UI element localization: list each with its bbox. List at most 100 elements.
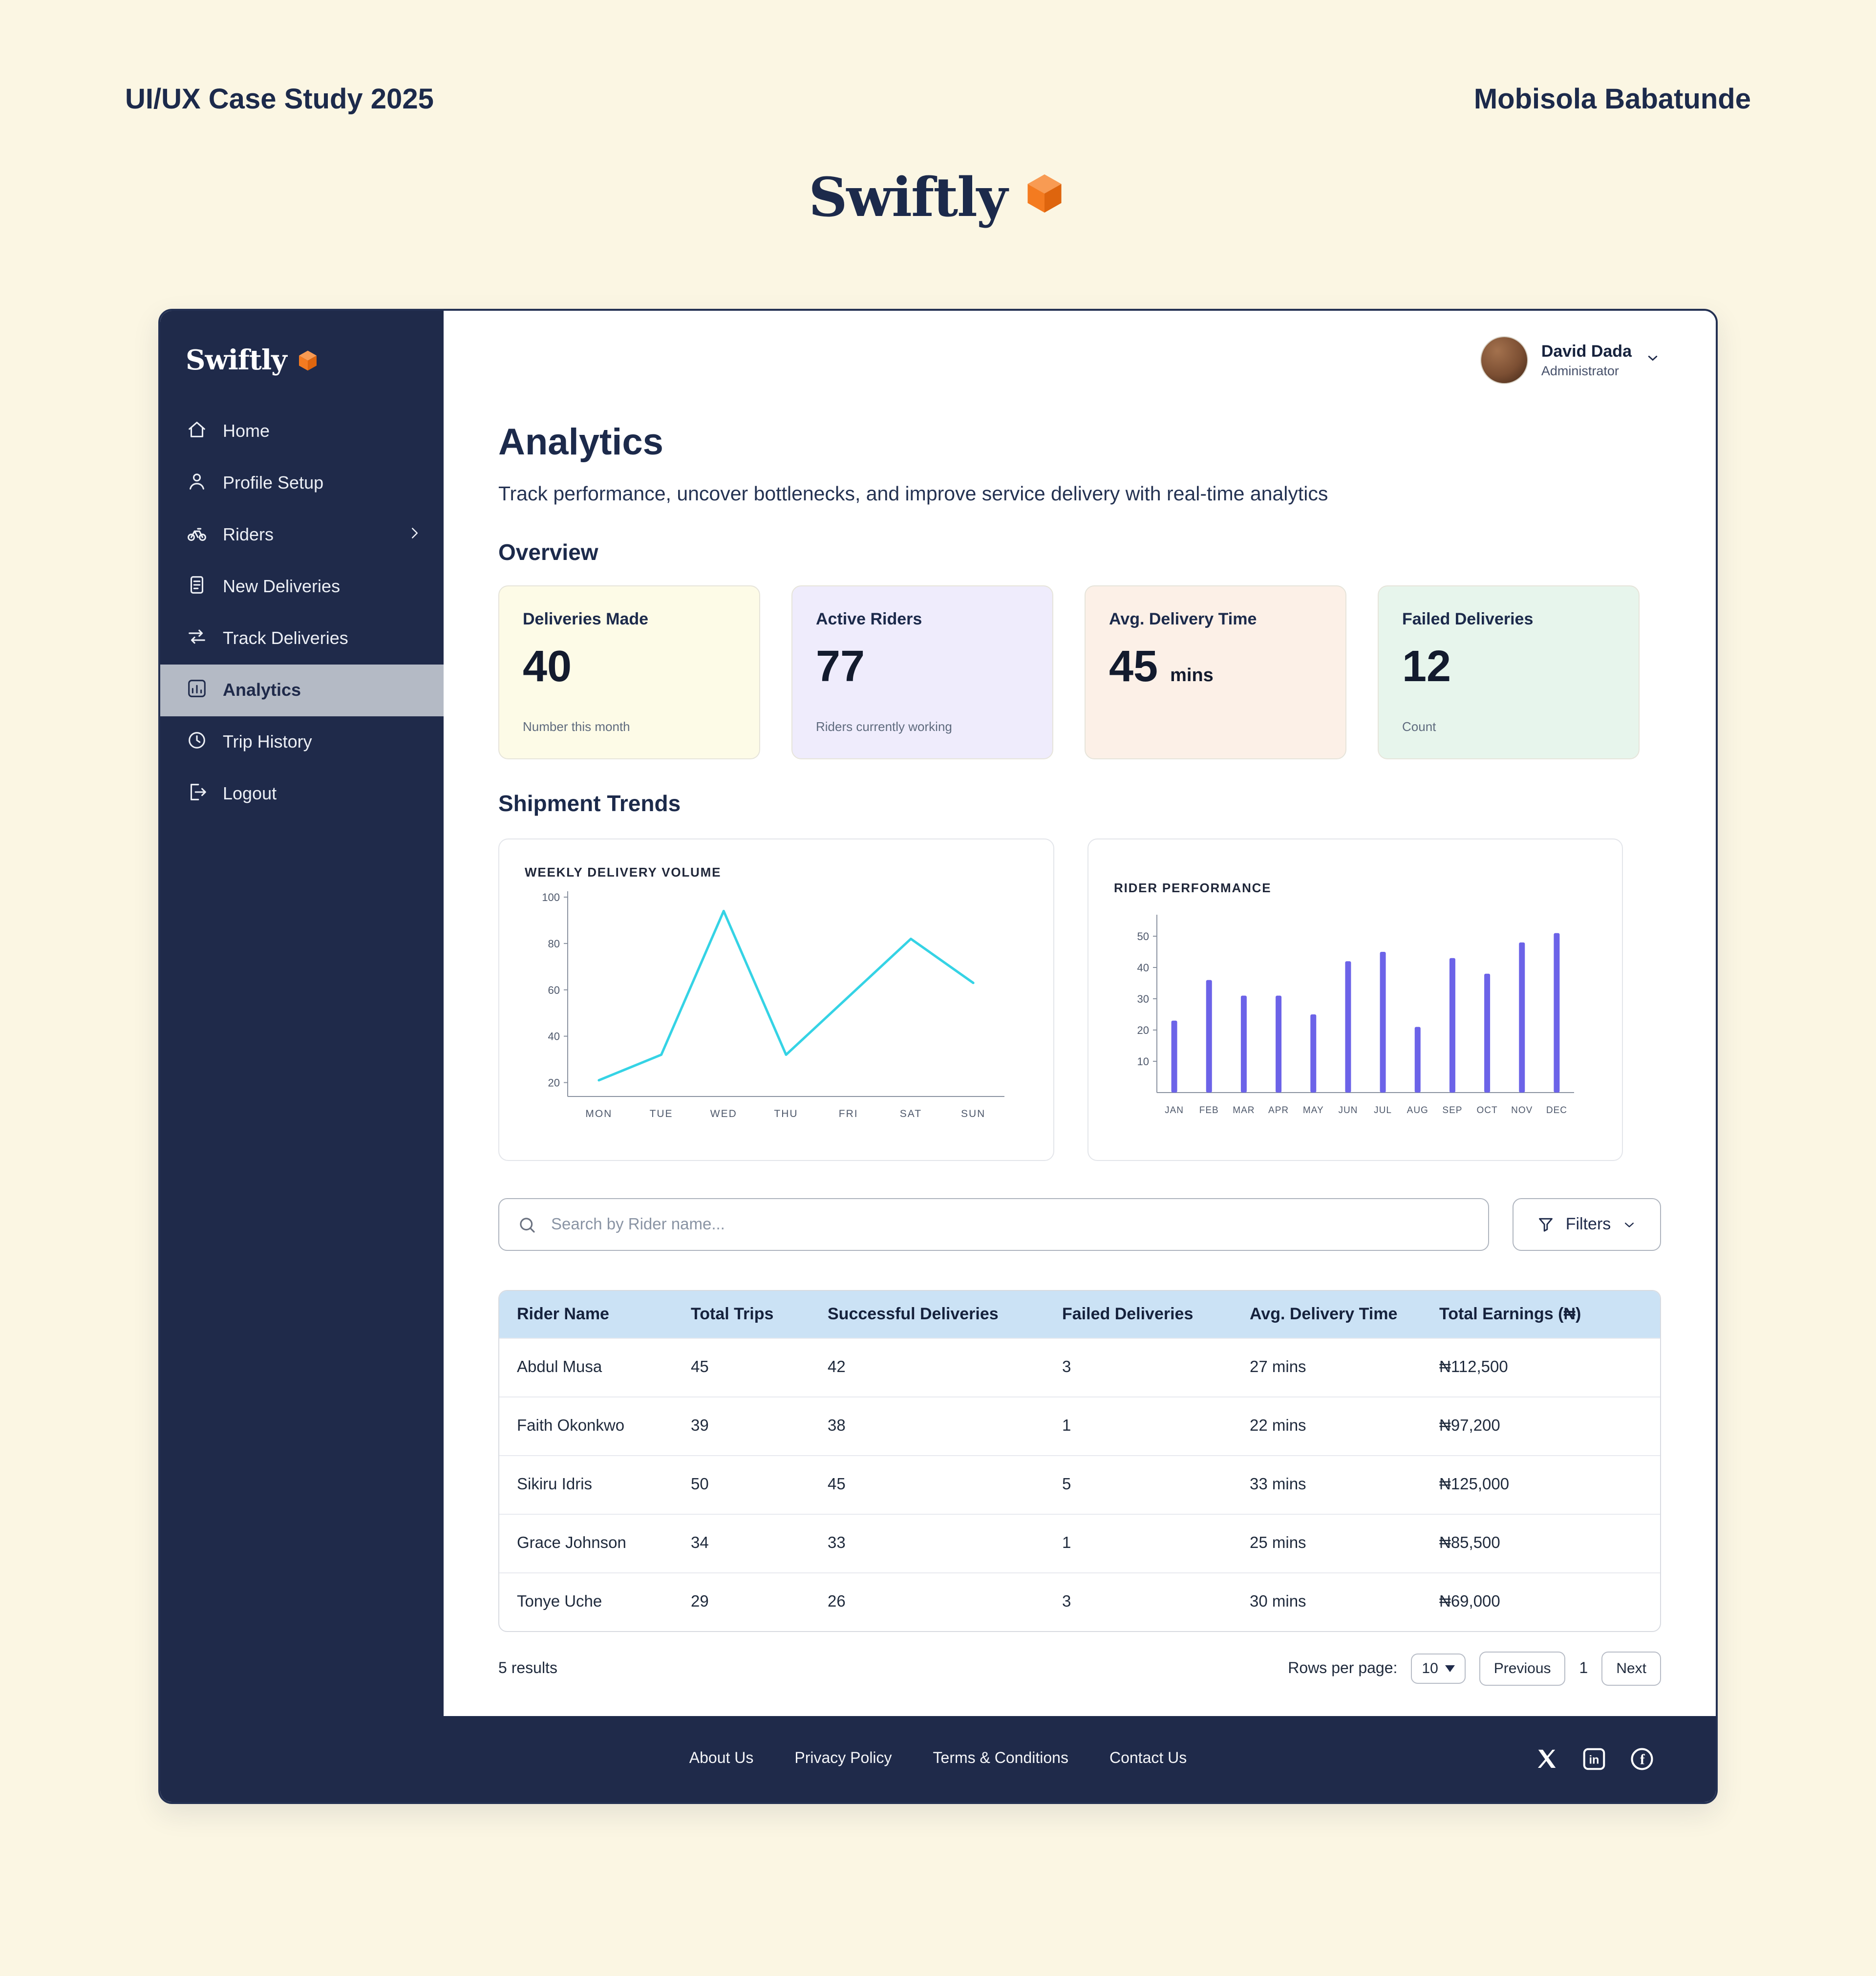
results-count: 5 results [498, 1660, 557, 1677]
user-menu[interactable]: David Dada Administrator [1480, 336, 1661, 384]
stat-card-caption: Count [1402, 719, 1436, 734]
table-cell: 33 [810, 1514, 1045, 1573]
table-cell: 42 [810, 1338, 1045, 1397]
dropdown-triangle-icon [1445, 1665, 1455, 1673]
dashboard-window: Swiftly Home Profile Setup Riders New Deliv… [158, 309, 1718, 1804]
table-cell: ₦85,500 [1422, 1514, 1660, 1573]
svg-text:JUL: JUL [1374, 1105, 1392, 1116]
svg-text:60: 60 [548, 984, 560, 996]
table-row: Faith Okonkwo 39 38 1 22 mins ₦97,200 [499, 1396, 1660, 1456]
table-cell: 33 mins [1232, 1455, 1422, 1515]
x-icon[interactable] [1533, 1746, 1559, 1772]
footer-link-about-us[interactable]: About Us [689, 1750, 754, 1767]
svg-text:TUE: TUE [650, 1108, 673, 1119]
filters-label: Filters [1565, 1215, 1611, 1234]
table-cell: 22 mins [1232, 1396, 1422, 1456]
linkedin-icon[interactable]: in [1581, 1746, 1607, 1772]
sidebar-item-home[interactable]: Home [160, 406, 444, 457]
svg-text:80: 80 [548, 938, 560, 950]
case-study-title: UI/UX Case Study 2025 [125, 84, 434, 115]
previous-button[interactable]: Previous [1479, 1652, 1566, 1686]
table-cell: ₦97,200 [1422, 1396, 1660, 1456]
column-header-rider-name: Rider Name [499, 1291, 673, 1339]
filters-button[interactable]: Filters [1513, 1198, 1661, 1251]
sidebar-item-label: Home [223, 421, 270, 441]
avatar [1480, 336, 1529, 384]
box-icon [1023, 171, 1067, 215]
facebook-icon[interactable]: f [1629, 1746, 1655, 1772]
footer: About Us Privacy Policy Terms & Conditions… [160, 1716, 1716, 1802]
footer-link-contact-us[interactable]: Contact Us [1109, 1750, 1187, 1767]
stat-card-label: Active Riders [816, 610, 922, 629]
home-icon [186, 418, 208, 445]
table-row: Tonye Uche 29 26 3 30 mins ₦69,000 [499, 1572, 1660, 1632]
chart-title: WEEKLY DELIVERY VOLUME [525, 865, 722, 880]
rider-performance-chart-card: RIDER PERFORMANCE 10 20 30 40 50 JAN FEB MAR APR… [1087, 838, 1623, 1161]
sidebar-item-label: New Deliveries [223, 577, 341, 596]
stat-card-active-riders: Active Riders 77 Riders currently working [791, 585, 1053, 760]
sidebar-item-analytics[interactable]: Analytics [160, 665, 444, 716]
pagination: Rows per page: 10 Previous 1 Next [1288, 1652, 1661, 1686]
svg-text:MAY: MAY [1303, 1105, 1324, 1116]
sidebar-item-trip-history[interactable]: Trip History [160, 716, 444, 768]
sidebar-item-track-deliveries[interactable]: Track Deliveries [160, 613, 444, 665]
sidebar-item-logout[interactable]: Logout [160, 768, 444, 820]
svg-text:40: 40 [548, 1031, 560, 1043]
next-button[interactable]: Next [1601, 1652, 1661, 1686]
sidebar-item-new-deliveries[interactable]: New Deliveries [160, 561, 444, 613]
brand-wordmark: Swiftly [809, 165, 1008, 229]
footer-link-terms-conditions[interactable]: Terms & Conditions [933, 1750, 1068, 1767]
svg-text:NOV: NOV [1511, 1105, 1533, 1116]
sidebar-item-label: Riders [223, 525, 274, 544]
svg-text:AUG: AUG [1407, 1105, 1428, 1116]
stat-card-caption: Riders currently working [816, 719, 952, 734]
svg-text:MAR: MAR [1233, 1105, 1255, 1116]
svg-text:20: 20 [548, 1077, 560, 1089]
stat-card-label: Deliveries Made [523, 610, 649, 629]
box-icon [297, 348, 320, 372]
svg-text:in: in [1589, 1754, 1599, 1767]
svg-text:100: 100 [542, 891, 560, 903]
logout-icon [186, 780, 208, 808]
table-cell: ₦125,000 [1422, 1455, 1660, 1515]
analytics-chart-icon [186, 677, 208, 704]
sidebar-item-label: Trip History [223, 732, 312, 752]
table-cell: 30 mins [1232, 1572, 1422, 1632]
svg-text:SEP: SEP [1442, 1105, 1462, 1116]
svg-text:f: f [1640, 1752, 1645, 1767]
stat-card-value: 40 [523, 641, 572, 691]
table-cell: 3 [1045, 1572, 1232, 1632]
table-cell: 50 [673, 1455, 810, 1515]
table-cell: Faith Okonkwo [499, 1396, 673, 1456]
table-cell: 5 [1045, 1455, 1232, 1515]
stat-card-value: 12 [1402, 641, 1451, 691]
column-header-total-trips: Total Trips [673, 1291, 810, 1339]
footer-link-privacy-policy[interactable]: Privacy Policy [794, 1750, 892, 1767]
charts-row: WEEKLY DELIVERY VOLUME 20 40 60 80 100 MON TUE… [498, 838, 1661, 1161]
table-cell: 3 [1045, 1338, 1232, 1397]
overview-cards: Deliveries Made 40 Number this month Active… [498, 585, 1661, 760]
svg-text:JUN: JUN [1338, 1105, 1358, 1116]
table-cell: 45 [810, 1455, 1045, 1515]
svg-text:WED: WED [710, 1108, 737, 1119]
sidebar-item-label: Profile Setup [223, 473, 324, 493]
svg-text:50: 50 [1137, 930, 1149, 943]
stat-card-deliveries-made: Deliveries Made 40 Number this month [498, 585, 760, 760]
svg-text:30: 30 [1137, 993, 1149, 1005]
search-input[interactable] [549, 1214, 1471, 1235]
table-cell: 45 [673, 1338, 810, 1397]
shipment-trends-heading: Shipment Trends [498, 791, 681, 816]
stat-card-label: Avg. Delivery Time [1109, 610, 1257, 629]
sidebar-nav: Home Profile Setup Riders New Deliveries Tra… [160, 406, 444, 820]
rows-per-page-select[interactable]: 10 [1411, 1654, 1466, 1684]
column-header-successful-deliveries: Successful Deliveries [810, 1291, 1045, 1339]
sidebar-item-riders[interactable]: Riders [160, 509, 444, 561]
author-name: Mobisola Babatunde [1473, 84, 1751, 115]
table-cell: ₦69,000 [1422, 1572, 1660, 1632]
sidebar-item-profile-setup[interactable]: Profile Setup [160, 457, 444, 509]
chevron-down-icon [1644, 349, 1661, 371]
table-cell: 26 [810, 1572, 1045, 1632]
table-cell: 39 [673, 1396, 810, 1456]
riders-table-wrapper: Rider Name Total Trips Successful Deliveri… [498, 1290, 1661, 1632]
